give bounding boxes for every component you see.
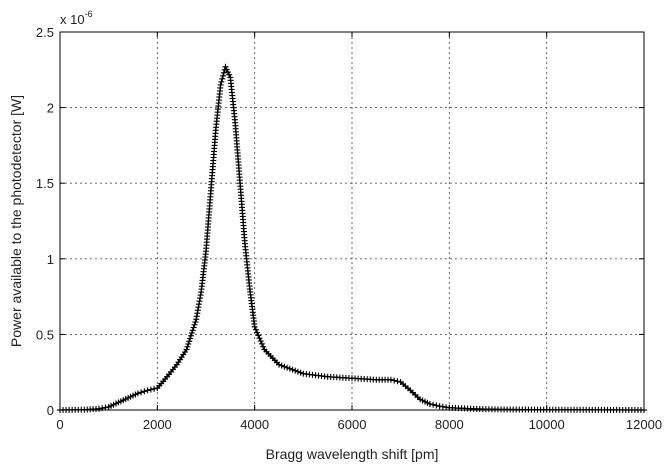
data-point-marker [184,343,191,350]
data-point-marker [189,327,196,334]
data-point-marker [220,69,227,76]
data-point-marker [187,335,194,342]
data-point-marker [256,335,263,342]
data-point-marker [426,400,433,407]
data-point-marker [134,390,141,397]
data-point-marker [251,323,258,330]
data-point-marker [297,369,304,376]
data-point-marker [226,71,233,78]
series-power [57,63,647,413]
data-point-marker [151,385,158,392]
data-point-marker [252,326,259,333]
data-point-marker [430,401,437,408]
data-point-marker [185,341,192,348]
data-point-marker [138,389,145,396]
y-tick-label: 1 [47,252,54,267]
data-point-marker [222,63,229,70]
data-point-marker [191,321,198,328]
data-point-marker [220,72,227,79]
x-tick-label: 6000 [338,417,367,432]
data-point-marker [186,338,193,345]
data-point-marker [294,368,301,375]
x-tick-label: 0 [56,417,63,432]
x-tick-label: 8000 [435,417,464,432]
x-axis-label: Bragg wavelength shift [pm] [266,446,439,462]
y-axis-label: Power available to the photodetector [W] [8,95,24,347]
data-point-marker [95,405,102,412]
data-point-marker [223,66,230,73]
y-tick-label: 1.5 [36,176,54,191]
data-point-marker [278,362,285,369]
data-point-marker [387,376,394,383]
data-point-marker [292,367,299,374]
data-point-marker [188,330,195,337]
data-point-marker [391,377,398,384]
data-point-marker [218,78,225,85]
y-tick-label: 0.5 [36,327,54,342]
y-tick-labels: 0 0.5 1 1.5 2 2.5 [36,25,54,418]
data-point-marker [257,338,264,345]
data-point-marker [187,332,194,339]
data-point-marker [394,378,401,385]
data-point-marker [219,75,226,82]
x-tick-label: 12000 [626,417,662,432]
data-point-marker [254,329,261,336]
plot-frame [59,31,645,411]
data-point-marker [281,363,288,370]
data-point-marker [224,69,231,76]
data-point-marker [258,340,265,347]
data-point-marker [284,364,291,371]
data-point-marker [147,386,154,393]
data-point-marker [190,324,197,331]
y-multiplier-exponent: -6 [85,9,93,19]
data-point-marker [286,365,293,372]
x-tick-labels: 0 2000 4000 6000 8000 10000 12000 [56,417,662,432]
data-point-marker [144,387,151,394]
x-tick-label: 10000 [529,417,565,432]
data-point-marker [217,81,224,88]
y-multiplier-base: x 10 [60,12,85,27]
data-point-marker [141,388,148,395]
y-tick-label: 2.5 [36,25,54,40]
y-multiplier: x 10-6 [60,9,93,27]
data-point-marker [289,366,296,373]
x-tick-label: 2000 [143,417,172,432]
data-point-marker [433,402,440,409]
data-point-marker [260,343,267,350]
data-point-marker [255,332,262,339]
data-point-marker [183,346,190,353]
grid [60,32,644,410]
x-tick-label: 4000 [240,417,269,432]
data-point-marker [276,361,282,368]
data-point-marker [192,319,199,326]
y-tick-label: 2 [47,101,54,116]
y-tick-label: 0 [47,403,54,418]
